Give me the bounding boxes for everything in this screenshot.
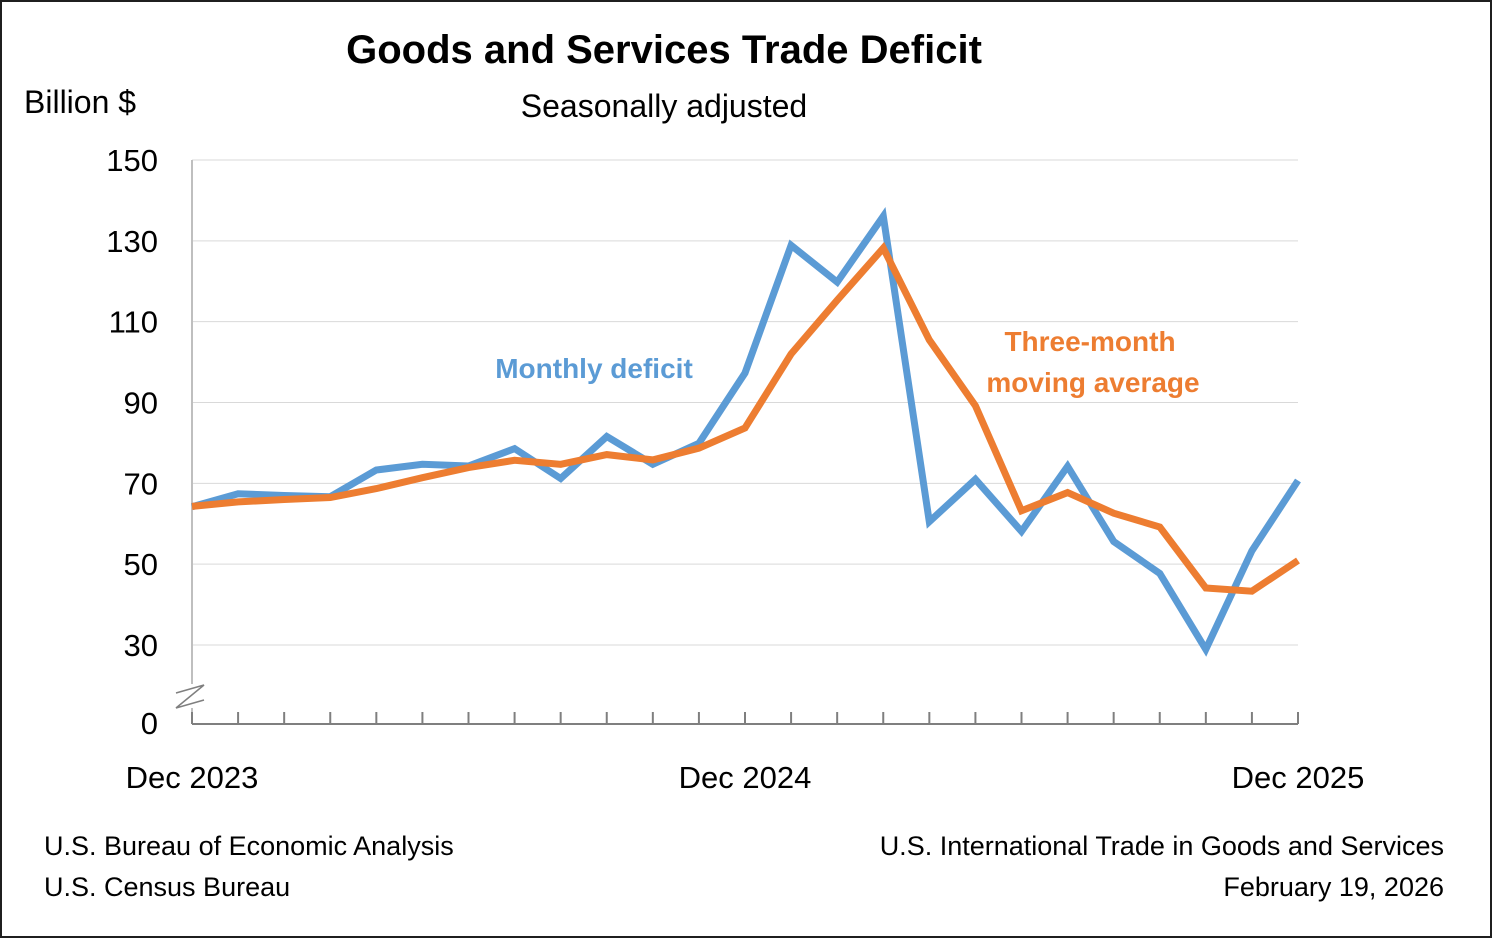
series-label-monthly-deficit: Monthly deficit [495,353,693,384]
chart-title: Goods and Services Trade Deficit [346,28,982,72]
y-tick-label: 70 [124,466,158,501]
gridlines [192,159,1298,646]
footer-release-name: U.S. International Trade in Goods and Se… [879,831,1444,861]
chart-subtitle: Seasonally adjusted [520,88,808,124]
series-line-monthly-deficit [191,207,1301,657]
series-label-moving-average-line1: Three-month [1004,326,1175,357]
axes [175,160,1299,725]
y-axis-label: Billion $ [24,84,137,120]
y-tick-label: 50 [124,547,158,582]
y-axis-break-mark [175,684,205,709]
x-tick-label: Dec 2024 [679,760,812,795]
y-tick-label: 150 [106,143,158,178]
y-tick-label: 90 [124,386,158,421]
series-lines [191,207,1301,657]
footer-release-date: February 19, 2026 [1223,872,1444,902]
footer-source-bea: U.S. Bureau of Economic Analysis [44,831,454,861]
x-tick-label: Dec 2023 [126,760,259,795]
footer-source-census: U.S. Census Bureau [44,872,291,902]
series-labels: Monthly deficit Three-month moving average [495,326,1199,398]
y-tick-label: 130 [106,224,158,259]
y-tick-label: 0 [141,706,158,741]
y-tick-label: 110 [109,305,158,340]
y-tick-label: 30 [124,628,158,663]
series-label-moving-average-line2: moving average [986,367,1199,398]
footer-release: U.S. International Trade in Goods and Se… [880,826,1444,908]
tick-labels: 0 30 50 70 90 110 130 150 Dec 2023 Dec 2024 Dec 20… [106,143,1364,795]
footer-sources: U.S. Bureau of Economic Analysis U.S. Ce… [44,826,454,908]
series-line-moving-average [191,241,1300,595]
x-tick-label: Dec 2025 [1232,760,1365,795]
